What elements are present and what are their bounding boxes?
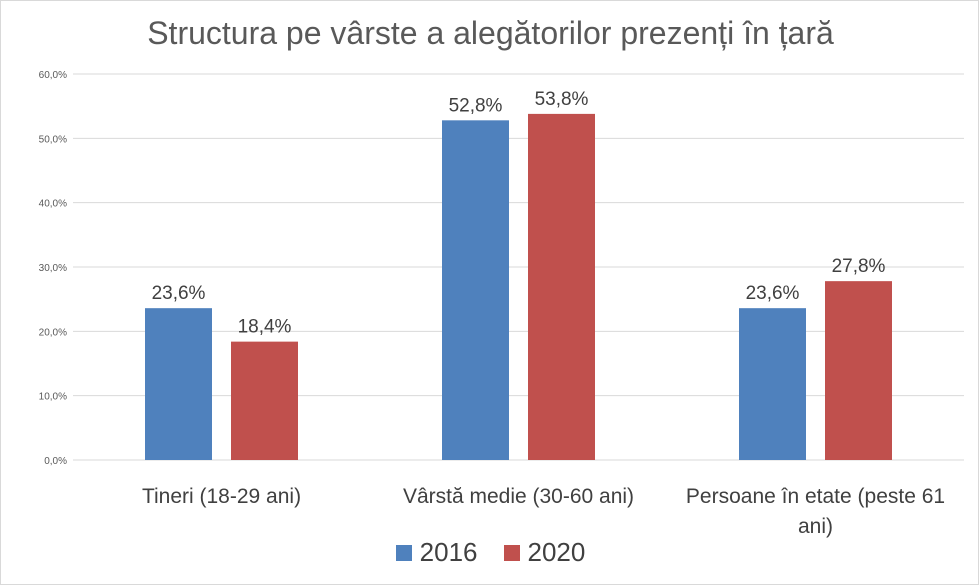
bar-2020 [825, 281, 892, 460]
y-tick-label: 50,0% [39, 134, 67, 145]
bar-2016 [739, 308, 806, 460]
y-tick-label: 0,0% [44, 456, 67, 467]
legend-label: 2020 [527, 537, 586, 567]
data-label: 27,8% [832, 256, 886, 277]
data-label: 53,8% [535, 89, 589, 110]
bar-2020 [528, 113, 595, 461]
chart-title: Structura pe vârste a alegătorilor preze… [147, 15, 834, 51]
bar-2016 [145, 308, 212, 460]
y-tick-label: 60,0% [39, 70, 67, 81]
y-tick-label: 30,0% [39, 263, 67, 274]
legend-item-2016: 2016 [395, 537, 478, 568]
data-label: 52,8% [449, 95, 503, 116]
data-label: 23,6% [152, 283, 206, 304]
y-tick-label: 10,0% [39, 392, 67, 403]
x-category-label: ani) [798, 515, 833, 538]
x-category-label: Tineri (18-29 ani) [142, 485, 301, 508]
legend-swatch [503, 544, 520, 561]
y-tick-label: 40,0% [39, 199, 67, 210]
bar-2016 [442, 120, 509, 460]
y-tick-label: 20,0% [39, 327, 67, 338]
x-category-label: Vârstă medie (30-60 ani) [403, 485, 634, 508]
legend-label: 2016 [419, 537, 478, 567]
bar-2020 [231, 341, 298, 460]
x-category-label: Persoane în etate (peste 61 [686, 485, 945, 508]
legend: 2016 2020 [1, 537, 979, 568]
legend-swatch [395, 544, 412, 561]
legend-item-2020: 2020 [503, 537, 586, 568]
data-label: 23,6% [746, 283, 800, 304]
data-label: 18,4% [238, 317, 292, 338]
